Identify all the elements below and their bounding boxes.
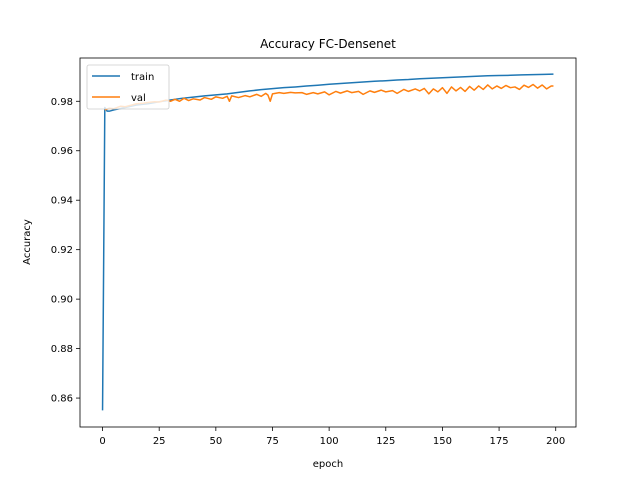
y-tick-label: 0.90 xyxy=(51,295,73,306)
x-tick-label: 175 xyxy=(490,436,509,447)
x-tick-label: 25 xyxy=(153,436,166,447)
x-axis-label: epoch xyxy=(313,459,343,470)
legend-label-train: train xyxy=(131,72,154,83)
legend: train val xyxy=(86,64,170,110)
y-tick-label: 0.98 xyxy=(51,97,73,108)
x-tick-label: 200 xyxy=(546,436,565,447)
y-tick-label: 0.94 xyxy=(51,196,73,207)
y-tick-label: 0.92 xyxy=(51,245,73,256)
legend-box xyxy=(86,64,170,110)
series-line-val xyxy=(104,83,554,111)
x-tick-label: 100 xyxy=(320,436,339,447)
x-tick-label: 0 xyxy=(99,436,105,447)
axes-frame xyxy=(79,57,577,428)
x-tick-label: 50 xyxy=(209,436,222,447)
y-axis-label: Accuracy xyxy=(22,219,33,265)
x-axis: 0 25 50 75 100 125 150 175 200 xyxy=(99,427,565,447)
chart-title: Accuracy FC-Densenet xyxy=(260,37,396,51)
x-tick-label: 150 xyxy=(433,436,452,447)
y-tick-label: 0.88 xyxy=(51,344,73,355)
x-tick-label: 125 xyxy=(376,436,395,447)
y-axis: 0.86 0.88 0.90 0.92 0.94 0.96 0.98 xyxy=(51,97,80,405)
y-tick-label: 0.96 xyxy=(51,146,73,157)
y-tick-label: 0.86 xyxy=(51,394,73,405)
x-tick-label: 75 xyxy=(266,436,279,447)
legend-label-val: val xyxy=(131,93,146,104)
